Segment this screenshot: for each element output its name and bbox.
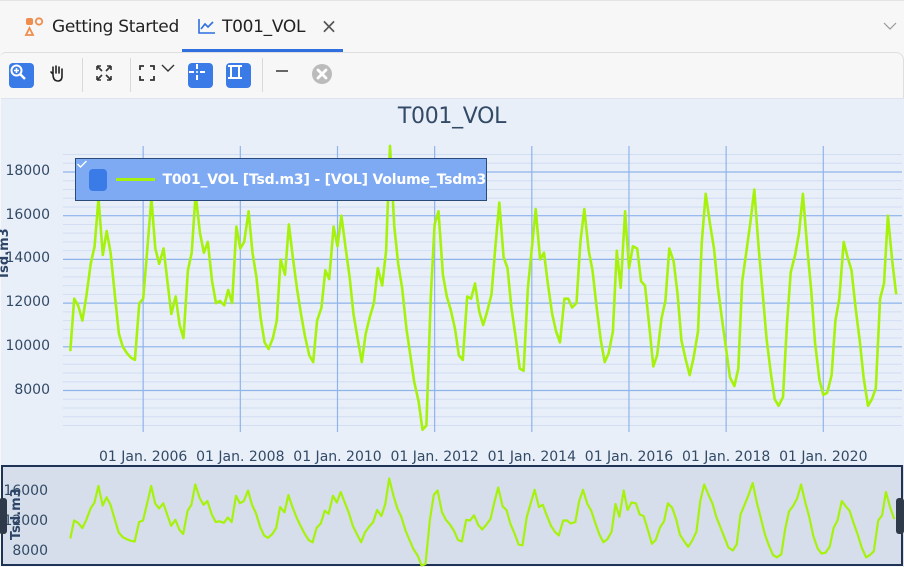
getting-started-shapes-icon <box>24 17 46 37</box>
pan-button[interactable] <box>47 63 72 88</box>
y-tick-label: 10000 <box>5 337 50 354</box>
crosshair-icon <box>189 64 205 80</box>
line-chart-icon <box>197 17 217 37</box>
range-navigator[interactable] <box>1 465 903 566</box>
x-tick-label: 01 Jan. 2014 <box>487 449 576 465</box>
tab-label: Getting Started <box>52 17 179 37</box>
tab-getting-started[interactable]: Getting Started <box>24 1 179 53</box>
clear-circle-icon <box>312 64 332 84</box>
navigator-y-tick-label: 16000 <box>3 483 48 499</box>
active-tab-indicator <box>182 49 343 52</box>
chevron-down-icon[interactable] <box>882 19 898 33</box>
minimize-button[interactable] <box>274 63 299 88</box>
tab-t001-vol[interactable]: T001_VOL × <box>182 1 343 53</box>
zoom-region-dropdown[interactable] <box>161 63 177 88</box>
x-tick-label: 01 Jan. 2006 <box>98 449 188 465</box>
navigator-left-handle[interactable] <box>0 498 7 534</box>
x-tick-label: 01 Jan. 2016 <box>584 449 674 465</box>
toolbar-divider <box>262 58 263 92</box>
y-tick-label: 16000 <box>5 206 50 223</box>
minus-icon <box>276 70 288 72</box>
zoom-region-button[interactable] <box>137 63 162 88</box>
crosshair-button[interactable] <box>188 63 213 88</box>
clear-button[interactable] <box>311 63 336 88</box>
chart-title: T001_VOL <box>397 104 507 129</box>
legend-checkbox[interactable] <box>77 160 108 191</box>
y-tick-label: 14000 <box>5 250 50 267</box>
x-tick-label: 01 Jan. 2008 <box>196 449 285 465</box>
selection-frame-icon <box>139 65 155 81</box>
x-tick-label: 01 Jan. 2012 <box>390 449 479 465</box>
toolbar-divider <box>82 58 83 92</box>
expand-arrows-icon <box>96 65 112 81</box>
x-tick-label: 01 Jan. 2010 <box>293 449 382 465</box>
toolbar-divider <box>130 58 131 92</box>
range-bar-icon <box>228 65 242 79</box>
hand-pan-icon <box>50 65 63 82</box>
x-tick-label: 01 Jan. 2018 <box>681 449 771 465</box>
legend-entry-label: T001_VOL [Tsd.m3] - [VOL] Volume_Tsdm3 <box>162 171 487 188</box>
tab-label: T001_VOL <box>222 17 306 37</box>
x-tick-label: 01 Jan. 2020 <box>779 449 868 465</box>
tab-bar: Getting Started T001_VOL × <box>0 0 904 52</box>
fit-all-button[interactable] <box>94 63 119 88</box>
y-tick-label: 8000 <box>14 381 50 398</box>
navigator-y-tick-label: 8000 <box>12 543 48 559</box>
close-icon[interactable]: × <box>320 14 338 38</box>
y-tick-label: 12000 <box>5 294 50 311</box>
zoom-in-button[interactable] <box>9 63 34 88</box>
chart-legend[interactable]: T001_VOL [Tsd.m3] - [VOL] Volume_Tsdm3 <box>75 158 487 201</box>
zoom-in-icon <box>10 64 26 80</box>
navigator-y-axis-label: Tsd.m3 <box>9 488 24 540</box>
range-selector-button[interactable] <box>226 63 251 88</box>
y-tick-label: 18000 <box>5 163 50 179</box>
checkmark-icon <box>77 160 87 168</box>
chart-toolbar <box>0 52 904 98</box>
chevron-down-icon <box>161 64 175 72</box>
navigator-right-handle[interactable] <box>896 498 904 534</box>
legend-swatch <box>116 178 155 181</box>
navigator-y-tick-label: 12000 <box>3 513 48 529</box>
